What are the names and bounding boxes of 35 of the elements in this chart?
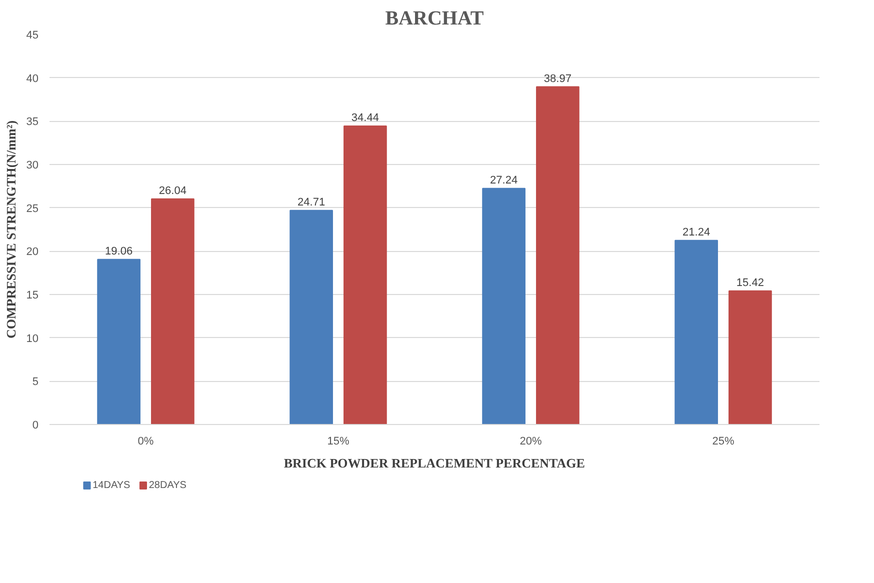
data-label: 38.97: [544, 72, 572, 85]
data-label: 21.24: [682, 226, 710, 238]
bar: [482, 188, 526, 424]
x-tick-label: 15%: [327, 436, 350, 448]
data-label: 15.42: [736, 276, 764, 289]
x-tick-label: 25%: [712, 436, 734, 448]
data-label: 24.71: [298, 196, 326, 208]
data-label: 34.44: [351, 112, 379, 124]
data-label: 27.24: [490, 174, 518, 186]
y-tick-label: 10: [26, 332, 39, 345]
legend-label: 28DAYS: [148, 480, 187, 491]
chart-title: BARCHAT: [385, 8, 484, 30]
x-axis-title: BRICK POWDER REPLACEMENT PERCENTAGE: [284, 456, 585, 470]
x-tick-label: 0%: [138, 436, 154, 448]
y-tick-label: 25: [26, 202, 39, 215]
bar: [674, 240, 718, 424]
bar: [344, 126, 387, 424]
y-tick-label: 5: [32, 376, 39, 388]
data-label: 19.06: [105, 245, 133, 258]
y-tick-label: 0: [32, 420, 39, 432]
bar: [728, 290, 772, 424]
y-tick-label: 35: [26, 116, 39, 128]
y-tick-label: 40: [26, 72, 39, 85]
x-tick-label: 20%: [520, 436, 542, 448]
y-tick-label: 20: [26, 246, 39, 258]
y-tick-label: 15: [26, 290, 39, 302]
bar: [536, 86, 580, 424]
y-tick-label: 45: [26, 30, 39, 42]
legend-label: 14DAYS: [92, 480, 131, 491]
data-label: 26.04: [158, 184, 186, 197]
bar: [151, 198, 194, 424]
y-axis-title: COMPRESSIVE STRENGTH(N/mm²): [3, 120, 18, 339]
bar: [290, 210, 333, 424]
y-tick-label: 30: [26, 160, 39, 172]
bar: [97, 258, 140, 424]
